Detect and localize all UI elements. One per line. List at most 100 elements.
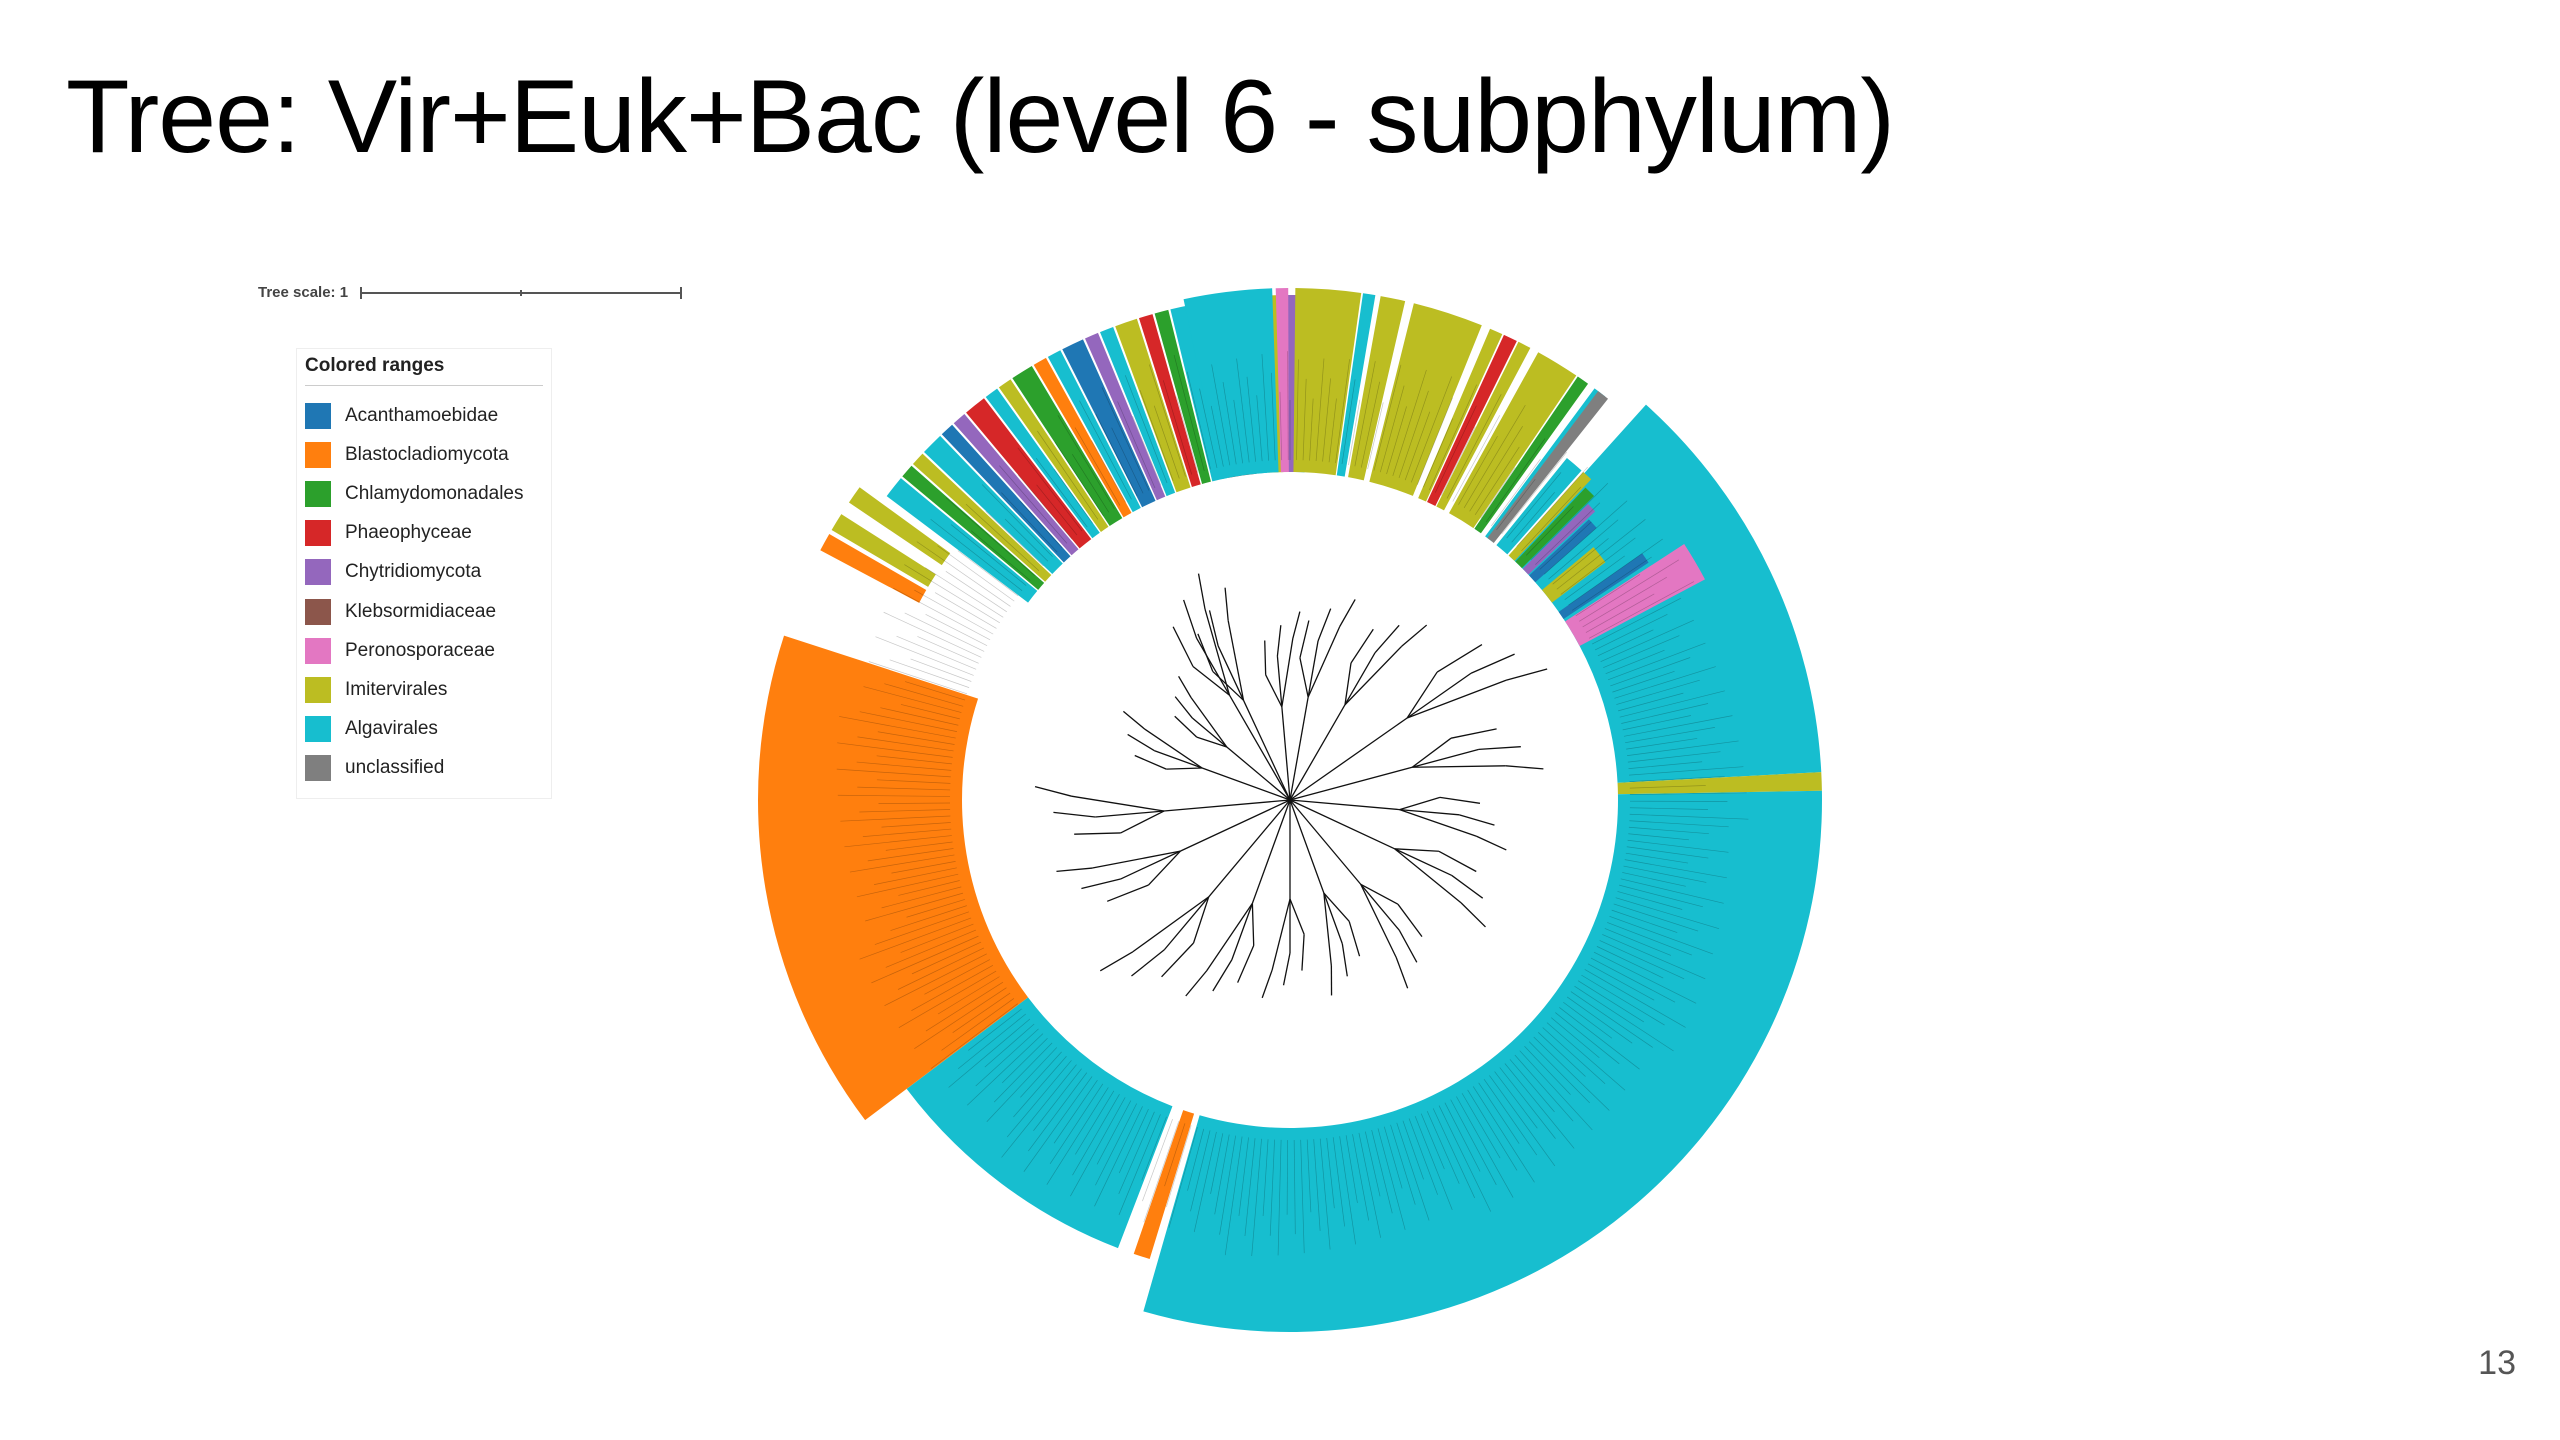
leaf-label-line xyxy=(1504,1063,1575,1149)
leaf-label-line xyxy=(1293,1139,1296,1235)
leaf-label-line xyxy=(1491,458,1541,527)
leaf-label-line xyxy=(1037,430,1099,520)
tree-branch xyxy=(1206,903,1253,972)
leaf-label-line xyxy=(1246,376,1256,462)
range-acanthamoebidae xyxy=(941,424,1071,563)
leaf-label-line xyxy=(896,635,977,670)
tree-branch xyxy=(1438,850,1477,873)
tree-scale-label: Tree scale: 1 xyxy=(258,284,349,301)
leaf-label-line xyxy=(914,589,994,635)
range-peronosporaceae xyxy=(1275,288,1289,473)
leaf-label-line xyxy=(1577,980,1645,1023)
legend-title: Colored ranges xyxy=(305,355,543,386)
legend-label: Phaeophyceae xyxy=(345,522,472,544)
tree-branch xyxy=(1289,717,1408,801)
tree-branch xyxy=(1174,696,1193,719)
leaf-label-line xyxy=(1279,391,1283,461)
tree-branch xyxy=(1276,625,1282,657)
leaf-label-line xyxy=(881,822,951,828)
tree-branch xyxy=(1271,898,1291,971)
tree-branch xyxy=(1226,746,1291,801)
tree-branch xyxy=(1339,599,1356,627)
tree-branch xyxy=(1344,652,1376,706)
tree-branch xyxy=(1237,945,1255,983)
slide-title: Tree: Vir+Euk+Bac (level 6 - subphylum) xyxy=(66,59,1895,175)
leaf-label-line xyxy=(1410,376,1453,483)
tree-branch xyxy=(1289,898,1305,935)
leaf-label-line xyxy=(1006,1060,1072,1138)
tree-branch xyxy=(1208,799,1291,898)
leaf-label-line xyxy=(1469,426,1523,512)
tree-branch xyxy=(1276,655,1283,707)
tree-branch xyxy=(1231,903,1253,960)
leaf-label-line xyxy=(1186,371,1211,470)
leaf-label-line xyxy=(1450,1099,1497,1185)
leaf-label-line xyxy=(1485,438,1546,523)
range-algavirales xyxy=(1170,304,1227,482)
leaf-label-line xyxy=(1559,1007,1640,1070)
tree-branch xyxy=(1148,850,1181,886)
leaf-label-line xyxy=(1328,398,1337,463)
leaf-label-line xyxy=(1548,519,1619,580)
leaf-label-line xyxy=(1296,359,1299,461)
leaf-label-line xyxy=(1474,446,1520,516)
tree-branch xyxy=(1134,754,1167,770)
tree-branch xyxy=(1451,874,1484,899)
leaf-label-line xyxy=(891,861,956,874)
leaf-label-line xyxy=(1446,394,1502,499)
range-chlamydomonadales xyxy=(1154,309,1211,485)
tree-branch xyxy=(1411,737,1452,768)
leaf-label-line xyxy=(1373,364,1402,471)
leaf-label-line xyxy=(1629,792,1747,796)
tree-branch xyxy=(1317,608,1332,642)
range-peronosporaceae xyxy=(1565,544,1705,647)
legend-list: Acanthamoebidae Blastocladiomycota Chlam… xyxy=(305,396,543,788)
leaf-label-line xyxy=(857,786,951,791)
tree-branch xyxy=(1282,952,1291,986)
tree-branch xyxy=(1081,878,1121,890)
leaf-label-line xyxy=(1224,1136,1243,1256)
leaf-label-line xyxy=(904,564,1000,624)
leaf-label-line xyxy=(1499,1067,1556,1139)
leaf-label-line xyxy=(1199,388,1218,469)
leaf-label-line xyxy=(970,530,1031,581)
tree-branch xyxy=(1034,786,1072,797)
tree-branch xyxy=(1122,710,1146,730)
tree-branch xyxy=(1212,670,1244,701)
leaf-label-line xyxy=(885,841,953,851)
tree-branch xyxy=(1505,668,1548,681)
tree-branch xyxy=(1056,867,1093,873)
leaf-label-line xyxy=(1519,1050,1593,1131)
tree-branch xyxy=(1092,850,1181,869)
leaf-label-line xyxy=(1605,649,1665,675)
tree-branch xyxy=(1289,799,1362,885)
leaf-label-line xyxy=(1233,399,1244,464)
tree-branch xyxy=(1106,884,1149,902)
tree-branch xyxy=(1190,697,1228,748)
tree-branch xyxy=(1228,694,1291,801)
leaf-label-line xyxy=(1555,1012,1620,1065)
range-imitervirales xyxy=(1418,328,1503,502)
leaf-label-line xyxy=(1124,375,1168,484)
leaf-label-line xyxy=(911,965,994,1012)
leaf-label-line xyxy=(1028,1072,1088,1152)
leaf-label-line xyxy=(1623,715,1733,737)
leaf-label-line xyxy=(1566,996,1633,1044)
leaf-label-line xyxy=(1017,474,1073,540)
leaf-label-line xyxy=(934,592,997,629)
leaf-label-line xyxy=(1581,974,1665,1026)
tree-branch xyxy=(1120,810,1165,834)
range-algavirales xyxy=(1496,458,1582,555)
leaf-label-line xyxy=(1139,390,1174,481)
leaf-label-line xyxy=(1438,1105,1492,1212)
leaf-label-line xyxy=(967,1033,1044,1106)
leaf-label-line xyxy=(1599,940,1685,980)
tree-branch xyxy=(1163,896,1210,951)
leaf-label-line xyxy=(1600,619,1694,663)
leaf-label-line xyxy=(1222,381,1237,465)
leaf-label-line xyxy=(1111,427,1144,494)
leaf-label-line xyxy=(1020,1051,1062,1098)
leaf-label-line xyxy=(880,707,959,726)
range-algavirales xyxy=(1143,790,1822,1332)
leaf-label-line xyxy=(1322,378,1331,462)
